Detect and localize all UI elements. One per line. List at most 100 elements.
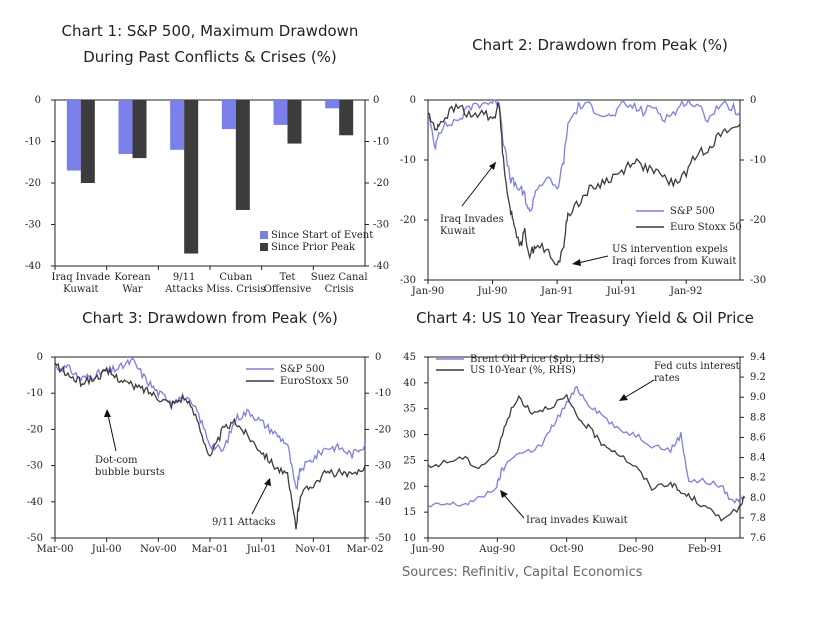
- chart4-xtick-label: Oct-90: [550, 544, 584, 555]
- chart4-ytick-label-left: 25: [403, 455, 416, 466]
- chart4-ytick-label-left: 15: [403, 507, 416, 518]
- chart4-ytick-label-left: 20: [403, 481, 416, 492]
- chart3-ytick-label-left: -10: [27, 388, 43, 399]
- source-note: Sources: Refinitiv, Capital Economics: [402, 565, 643, 580]
- chart3-xtick-label: Jul-01: [246, 544, 277, 555]
- chart4-ytick-label-right: 9.4: [750, 352, 766, 363]
- chart3-xtick-label: Nov-01: [295, 544, 332, 555]
- chart2-ytick-label-right: -10: [750, 155, 766, 166]
- chart3-annotation-arrowhead: [264, 478, 271, 486]
- chart3-xtick-label: Mar-00: [36, 544, 73, 555]
- chart1-xtick-label: Crisis: [325, 284, 354, 295]
- chart3-series-line: [54, 357, 366, 491]
- chart3-annotation-arrow: [107, 414, 117, 452]
- chart2-ytick-label-left: 0: [410, 95, 416, 106]
- chart4-xtick-label: Aug-90: [478, 544, 515, 555]
- chart4-ytick-label-right: 9.0: [750, 392, 766, 403]
- chart4-annotation-text: Fed cuts interest: [654, 361, 740, 372]
- chart3-ytick-label-left: -30: [27, 461, 43, 472]
- chart2-annotation-arrowhead: [572, 259, 581, 266]
- chart2-title: Chart 2: Drawdown from Peak (%): [472, 36, 728, 54]
- chart2-frame: [427, 99, 741, 281]
- chart1-title-line2: During Past Conflicts & Crises (%): [83, 48, 337, 66]
- chart1-ytick-label-right: -30: [373, 220, 389, 231]
- chart1-bar: [235, 100, 250, 210]
- chart2-annotation-text: Iraqi forces from Kuwait: [612, 256, 736, 267]
- chart2-annotation-arrow: [461, 161, 497, 207]
- chart4-annotation-arrow: [503, 494, 525, 519]
- chart1-bar: [170, 100, 185, 150]
- chart2-ytick-label-right: -20: [750, 215, 766, 226]
- chart3-ytick-label-left: -40: [27, 497, 43, 508]
- chart4-xtick-label: Feb-91: [688, 544, 723, 555]
- chart2-annotation-arrow: [577, 255, 609, 264]
- chart1-bar: [287, 100, 302, 144]
- chart4-annotation-text: rates: [654, 373, 680, 384]
- chart2-ytick-label-right: -30: [750, 275, 766, 286]
- chart2-ytick-label-left: -30: [400, 275, 416, 286]
- chart1-xtick-label: Suez Canal: [311, 272, 368, 283]
- chart1-legend-label: Since Prior Peak: [271, 242, 356, 253]
- chart4-ytick-label-left: 45: [403, 352, 416, 363]
- chart3-legend-label: EuroStoxx 50: [280, 376, 349, 387]
- chart4-ytick-label-right: 7.8: [750, 513, 766, 524]
- chart2-ytick-label-right: 0: [750, 95, 756, 106]
- chart3-ytick-label-right: -30: [375, 461, 391, 472]
- chart3-annotation-arrowhead: [104, 409, 111, 417]
- chart3-ytick-label-right: -20: [375, 424, 391, 435]
- chart1-ytick-label-left: -10: [25, 137, 41, 148]
- chart2-xtick-label: Jan-91: [540, 286, 574, 297]
- chart4-ytick-label-right: 8.8: [750, 412, 766, 423]
- chart1-ytick-label-left: -20: [25, 178, 41, 189]
- chart1-ytick-label-right: 0: [373, 95, 379, 106]
- chart1-xtick-label: Iraq Invade: [52, 272, 111, 283]
- chart2-annotation-text: Kuwait: [440, 226, 475, 237]
- chart1-legend-swatch: [260, 243, 268, 251]
- chart3-xtick-label: Nov-00: [140, 544, 177, 555]
- chart4-ytick-label-right: 8.0: [750, 493, 766, 504]
- chart4-legend-label: US 10-Year (%, RHS): [470, 365, 576, 376]
- chart2-legend-label: Euro Stoxx 50: [670, 222, 742, 233]
- chart2-xtick-label: Jul-91: [606, 286, 637, 297]
- chart2-xtick-label: Jan-92: [669, 286, 703, 297]
- chart1-ytick-label-left: -30: [25, 220, 41, 231]
- chart4-annotation-arrow: [623, 379, 655, 399]
- chart4-ytick-label-right: 8.2: [750, 473, 766, 484]
- chart2-annotation-arrowhead: [489, 162, 496, 170]
- chart3-xtick-label: Jul-00: [91, 544, 122, 555]
- chart1-bar: [132, 100, 147, 159]
- chart4-ytick-label-right: 9.2: [750, 372, 766, 383]
- chart4-ytick-label-right: 8.6: [750, 432, 766, 443]
- chart2-xtick-label: Jan-90: [411, 286, 445, 297]
- chart3-ytick-label-right: -50: [375, 533, 391, 544]
- chart1-legend-swatch: [260, 231, 268, 239]
- chart3-annotation-text: Dot-com: [95, 455, 138, 466]
- chart1-ytick-label-left: 0: [35, 95, 41, 106]
- chart1-xtick-label: Kuwait: [63, 284, 98, 295]
- chart4-series-line: [427, 393, 746, 522]
- chart4-ytick-label-left: 40: [403, 378, 416, 389]
- chart1-title: Chart 1: S&P 500, Maximum Drawdown Durin…: [40, 18, 380, 70]
- chart1-legend-label: Since Start of Event: [271, 230, 373, 241]
- chart3-ytick-label-right: -40: [375, 497, 391, 508]
- chart2-ytick-label-left: -20: [400, 215, 416, 226]
- chart4-ytick-label-left: 30: [403, 430, 416, 441]
- chart1-bar: [66, 100, 81, 171]
- chart3-xtick-label: Mar-01: [191, 544, 228, 555]
- chart2-xtick-label: Jul-90: [477, 286, 508, 297]
- chart1-ytick-label-right: -20: [373, 178, 389, 189]
- chart4-frame: [427, 356, 741, 539]
- chart1-xtick-label: Tet: [280, 272, 296, 283]
- chart2-ytick-label-left: -10: [400, 155, 416, 166]
- chart1-xtick-label: Korean: [114, 272, 151, 283]
- chart3-ytick-label-right: 0: [375, 352, 381, 363]
- chart2-series-line: [427, 101, 741, 266]
- chart3-legend-label: S&P 500: [280, 364, 325, 375]
- chart4-ytick-label-left: 35: [403, 404, 416, 415]
- chart1-xtick-label: 9/11: [173, 272, 195, 283]
- chart3-series-line: [54, 362, 366, 530]
- chart1-bar: [221, 100, 236, 130]
- chart4-annotation-arrowhead: [500, 490, 508, 498]
